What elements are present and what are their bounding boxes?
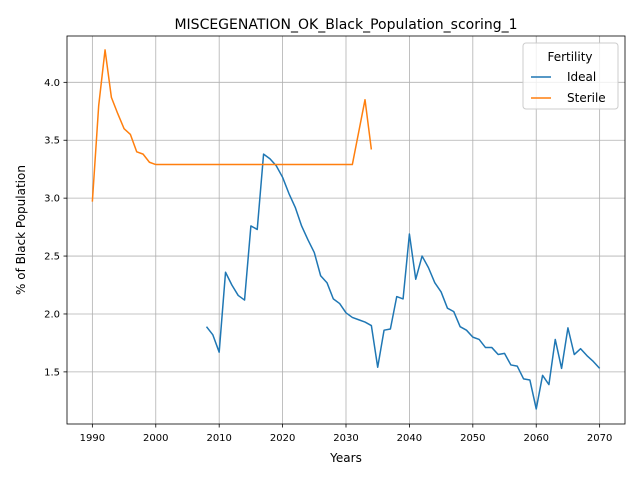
legend-title: Fertility: [547, 50, 592, 64]
x-tick-label: 2060: [524, 433, 549, 444]
x-tick-label: 2070: [587, 433, 612, 444]
x-tick-label: 2030: [333, 433, 358, 444]
x-tick-label: 2010: [206, 433, 231, 444]
x-axis-ticks: 1990 2000 2010 2020 2030 2040 2050 2060 2070: [80, 424, 612, 444]
legend-label-sterile: Sterile: [567, 91, 606, 105]
y-tick-label: 3.0: [44, 194, 60, 205]
y-tick-label: 1.5: [44, 367, 60, 378]
x-tick-label: 2020: [270, 433, 295, 444]
x-tick-label: 2000: [143, 433, 168, 444]
y-axis-ticks: 1.5 2.0 2.5 3.0 3.5 4.0: [44, 78, 67, 378]
legend: Fertility Ideal Sterile: [522, 42, 619, 110]
x-tick-label: 2040: [397, 433, 422, 444]
x-tick-label: 1990: [80, 433, 105, 444]
legend-label-ideal: Ideal: [567, 70, 596, 84]
legend-box: [522, 42, 619, 110]
x-axis-label: Years: [329, 451, 362, 465]
y-tick-label: 2.0: [44, 309, 60, 320]
chart-title: MISCEGENATION_OK_Black_Population_scorin…: [174, 17, 517, 33]
y-tick-label: 4.0: [44, 78, 60, 89]
y-tick-label: 3.5: [44, 136, 60, 147]
series-line-sterile: [91, 49, 373, 202]
series-line-ideal: [205, 153, 601, 410]
y-axis-label: % of Black Population: [14, 165, 28, 295]
series-lines: [91, 49, 601, 410]
x-tick-label: 2050: [460, 433, 485, 444]
y-tick-label: 2.5: [44, 252, 60, 263]
